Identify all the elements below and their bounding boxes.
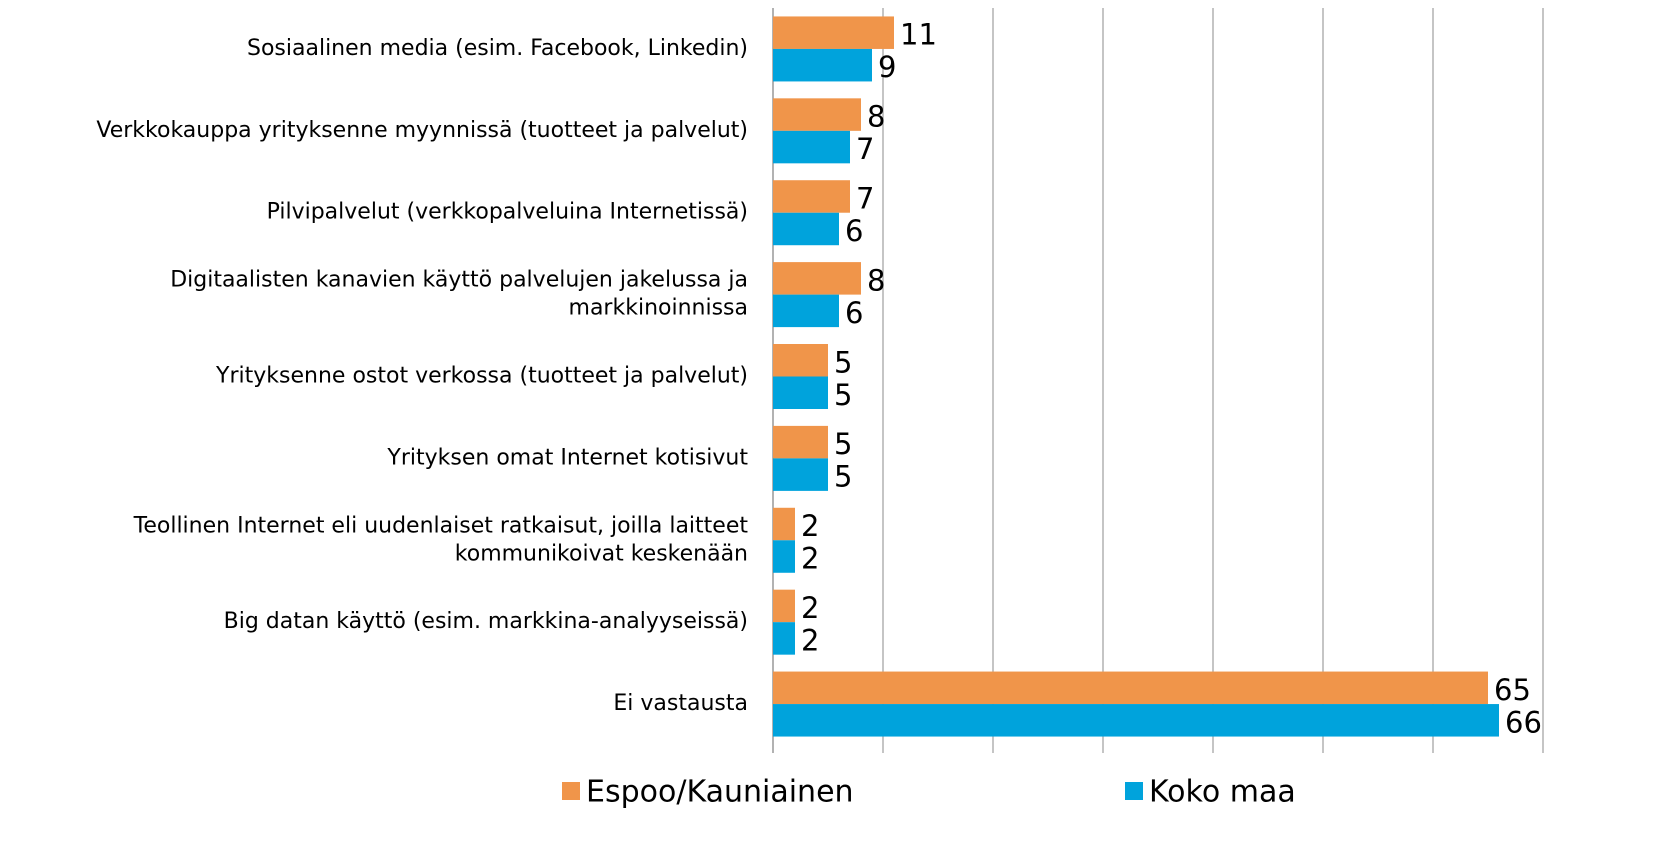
data-label: 6: [845, 214, 863, 248]
data-label: 2: [801, 542, 819, 576]
data-label: 5: [834, 427, 852, 461]
data-label: 65: [1494, 673, 1531, 707]
y-tick-label: Verkkokauppa yrityksenne myynnissä (tuot…: [96, 118, 748, 143]
data-label: 7: [856, 132, 874, 166]
y-tick-label: Sosiaalinen media (esim. Facebook, Linke…: [247, 36, 748, 61]
y-tick-label: Yrityksen omat Internet kotisivut: [386, 445, 748, 470]
bar: [773, 16, 894, 49]
y-tick-label: Pilvipalvelut (verkkopalveluina Internet…: [267, 200, 748, 225]
data-label: 66: [1505, 705, 1542, 739]
data-label: 7: [856, 181, 874, 215]
data-label: 8: [867, 263, 885, 297]
legend-label: Koko maa: [1149, 775, 1296, 810]
bar: [773, 130, 850, 164]
data-label: 2: [801, 509, 819, 543]
y-tick-label: Yrityksenne ostot verkossa (tuotteet ja …: [215, 364, 748, 389]
data-label: 5: [834, 345, 852, 379]
y-tick-label: Ei vastausta: [613, 691, 748, 716]
data-label: 2: [801, 623, 819, 657]
data-label: 5: [834, 460, 852, 494]
y-tick-label: Digitaalisten kanavien käyttö palvelujen…: [170, 268, 748, 321]
bar: [773, 704, 1499, 737]
data-label: 11: [900, 18, 937, 52]
data-label: 2: [801, 591, 819, 625]
bar: [773, 212, 839, 246]
bar: [773, 622, 795, 655]
bar: [773, 180, 850, 213]
data-label: 5: [834, 378, 852, 412]
bar: [773, 48, 872, 82]
bar: [773, 507, 795, 541]
y-tick-label: Big datan käyttö (esim. markkina-analyys…: [224, 609, 748, 634]
legend-swatch: [1125, 782, 1143, 800]
bar: [773, 294, 839, 328]
data-label: 9: [878, 50, 896, 84]
data-label: 6: [845, 296, 863, 330]
bar: [773, 540, 795, 573]
bar: [773, 262, 861, 295]
y-tick-label: Teollinen Internet eli uudenlaiset ratka…: [133, 513, 749, 566]
bar: [773, 671, 1488, 705]
bar: [773, 98, 861, 131]
bar: [773, 376, 828, 409]
bar: [773, 589, 795, 623]
bar: [773, 425, 828, 459]
data-label: 8: [867, 100, 885, 134]
bar: [773, 344, 828, 377]
legend-label: Espoo/Kauniainen: [586, 775, 854, 810]
legend-swatch: [562, 782, 580, 800]
bar: [773, 458, 828, 491]
